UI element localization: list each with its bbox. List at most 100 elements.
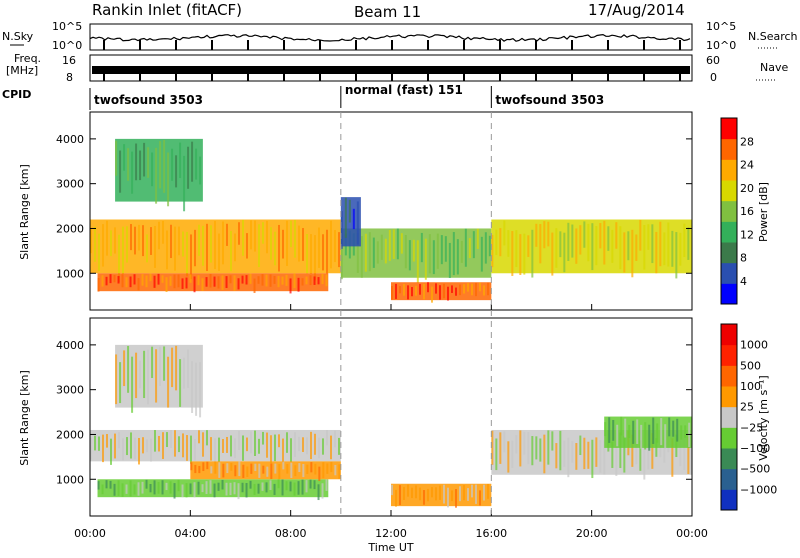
heatmap-cell [153, 275, 156, 288]
heatmap-cell [190, 234, 192, 280]
heatmap-cell [109, 480, 112, 489]
heatmap-cell [616, 424, 619, 447]
heatmap-cell [330, 461, 333, 473]
heatmap-cell [428, 234, 431, 274]
heatmap-cell [325, 479, 328, 491]
heatmap-cell [166, 230, 168, 270]
heatmap-cell [189, 274, 192, 283]
noise-sky-trace [89, 33, 691, 50]
heatmap-cell [624, 418, 627, 438]
heatmap-cell [330, 220, 332, 269]
heatmap-cell [253, 483, 256, 495]
heatmap-cell [400, 233, 403, 254]
heatmap-cell [376, 241, 379, 264]
colorbar-frame [720, 323, 738, 511]
heatmap-cell [298, 463, 301, 473]
heatmap-cell [635, 440, 638, 465]
heatmap-cell [439, 485, 441, 500]
heatmap-cell [110, 230, 112, 257]
heatmap-cell [133, 274, 136, 285]
heatmap-cell [639, 440, 642, 471]
date-label: 17/Aug/2014 [588, 1, 685, 19]
heatmap-cell [399, 286, 401, 294]
heatmap-cell [173, 274, 176, 289]
heatmap-cell [451, 285, 453, 293]
heatmap-cell [218, 462, 221, 478]
noise-panel: N.Sky 10^5 10^0 10^5 10^0 N.Search [2, 20, 798, 52]
heatmap-cell [439, 285, 441, 300]
heatmap-cell [495, 229, 498, 256]
heatmap-cell [234, 233, 236, 262]
heatmap-cell [229, 482, 232, 496]
heatmap-cell [118, 432, 120, 449]
heatmap-cell [338, 437, 340, 455]
heatmap-cell [587, 223, 590, 262]
heatmap-cell [114, 227, 116, 254]
heatmap-cell [161, 275, 164, 283]
heatmap-cell [242, 435, 244, 461]
heatmap-cell [310, 234, 312, 274]
heatmap-cell [113, 274, 116, 283]
heatmap-cell [118, 234, 120, 283]
heatmap-cell [309, 479, 312, 489]
heatmap-cell [115, 354, 118, 405]
heatmap-cell [186, 231, 188, 277]
heatmap-cell [680, 425, 683, 440]
heatmap-cell [261, 482, 264, 491]
heatmap-cell [167, 152, 170, 207]
heatmap-cell [233, 275, 236, 291]
heatmap-cell [233, 482, 236, 495]
colorbar-tick-label: 16 [740, 205, 754, 218]
heatmap-cell [167, 356, 170, 408]
heatmap-cell [507, 441, 510, 473]
heatmap-cell [222, 463, 225, 478]
heatmap-cell [340, 236, 343, 280]
heatmap-cell [551, 232, 554, 276]
heatmap-cell [102, 434, 104, 463]
heatmap-cell [604, 422, 607, 437]
heatmap-cell [153, 480, 156, 495]
xaxis-label: Time UT [367, 541, 413, 554]
heatmap-cell [313, 276, 316, 285]
heatmap-cell [179, 359, 182, 407]
heatmap-cell [205, 277, 208, 287]
heatmap-cell [178, 226, 180, 256]
heatmap-cell [254, 220, 256, 252]
heatmap-cell [679, 440, 682, 467]
heatmap-cell [507, 230, 510, 257]
heatmap-cell [165, 482, 168, 491]
heatmap-cell [202, 432, 204, 457]
colorbar-swatch [721, 344, 737, 366]
heatmap-cell [451, 490, 453, 502]
heatmap-cell [213, 276, 216, 287]
heatmap-cell [258, 438, 260, 454]
xtick-label: 12:00 [375, 527, 407, 540]
heatmap-cell [138, 224, 140, 251]
heatmap-cell [539, 224, 542, 264]
heatmap-cell [647, 224, 650, 250]
heatmap-cell [163, 346, 166, 381]
heatmap-cell [290, 462, 293, 479]
heatmap-cell [687, 436, 690, 475]
heatmap-cell [282, 438, 284, 463]
heatmap-cell [483, 285, 485, 296]
heatmap-cell [491, 234, 494, 268]
heatmap-cell [436, 233, 439, 269]
heatmap-cell [198, 465, 201, 474]
heatmap-cell [487, 483, 489, 499]
heatmap-cell [671, 230, 674, 267]
heatmap-cell [90, 228, 92, 254]
colorbar-swatch [721, 242, 737, 264]
heatmap-cell [334, 230, 336, 263]
heatmap-cell [655, 231, 658, 274]
heatmap-cell [648, 424, 651, 451]
heatmap-cell [340, 211, 343, 249]
heatmap-cell [241, 275, 244, 284]
heatmap-cell [222, 438, 224, 453]
heatmap-cell [491, 430, 494, 465]
heatmap-cell [314, 463, 317, 475]
heatmap-cell [179, 142, 182, 179]
heatmap-cell [302, 228, 304, 261]
colorbar-tick-label: 28 [740, 135, 754, 148]
heatmap-cell [123, 144, 126, 171]
